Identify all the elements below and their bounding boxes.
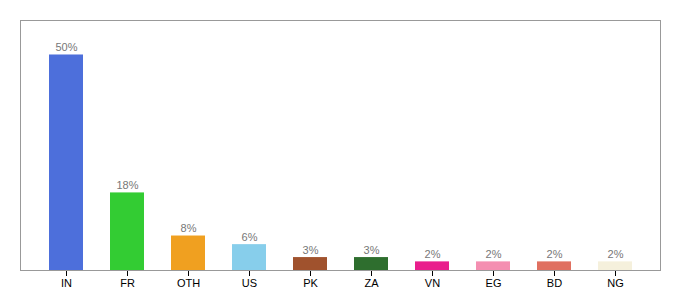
svg-text:2%: 2%: [425, 248, 441, 260]
svg-text:2%: 2%: [486, 248, 502, 260]
svg-text:ZA: ZA: [364, 277, 379, 289]
svg-text:OTH: OTH: [177, 277, 200, 289]
svg-text:2%: 2%: [608, 248, 624, 260]
svg-text:50%: 50%: [55, 41, 77, 53]
svg-text:PK: PK: [303, 277, 318, 289]
svg-text:BD: BD: [547, 277, 562, 289]
svg-text:8%: 8%: [181, 222, 197, 234]
svg-text:3%: 3%: [303, 244, 319, 256]
svg-text:VN: VN: [425, 277, 440, 289]
svg-text:18%: 18%: [116, 179, 138, 191]
svg-text:6%: 6%: [242, 231, 258, 243]
svg-text:FR: FR: [120, 277, 135, 289]
svg-text:US: US: [242, 277, 257, 289]
svg-text:3%: 3%: [364, 244, 380, 256]
svg-text:2%: 2%: [547, 248, 563, 260]
svg-text:EG: EG: [486, 277, 502, 289]
svg-text:IN: IN: [61, 277, 72, 289]
svg-text:NG: NG: [607, 277, 624, 289]
